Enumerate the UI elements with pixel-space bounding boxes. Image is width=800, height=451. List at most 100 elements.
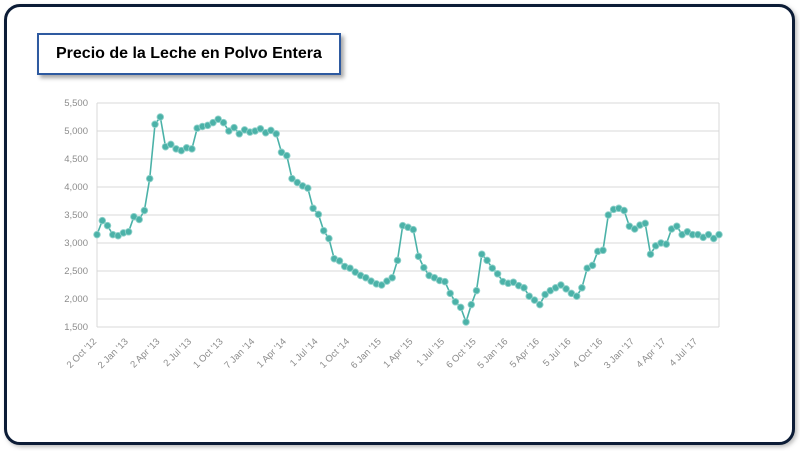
data-point-marker [93, 230, 101, 239]
data-point-marker [209, 118, 217, 127]
data-point-marker [509, 278, 518, 286]
data-point-marker [620, 206, 628, 215]
y-axis-label: 4,500 [64, 154, 88, 165]
x-axis-label: 5 Jul '16 [541, 336, 574, 369]
data-point-marker [214, 115, 222, 123]
data-point-marker [604, 211, 613, 219]
x-axis-label: 4 Oct '16 [571, 336, 605, 370]
data-point-marker [135, 215, 143, 224]
x-axis-label: 2 Jan '13 [96, 336, 131, 371]
data-point-marker [562, 285, 570, 293]
data-point-marker [235, 130, 244, 138]
data-point-marker [335, 257, 344, 265]
x-axis-label: 2 Oct '12 [65, 336, 99, 370]
data-point-marker [145, 174, 154, 183]
x-axis-label: 5 Jan '16 [475, 336, 510, 371]
x-axis-label: 1 Oct '13 [191, 336, 225, 370]
x-axis-label: 2 Jul '13 [161, 336, 194, 369]
data-point-marker [409, 225, 418, 234]
data-point-marker [662, 240, 671, 248]
x-axis-label: 1 Apr '15 [381, 336, 415, 370]
x-axis-label: 4 Apr '17 [634, 336, 668, 370]
data-point-marker [346, 264, 354, 272]
data-point-marker [319, 226, 328, 235]
data-point-marker [325, 234, 333, 243]
data-point-marker [420, 263, 428, 272]
data-point-marker [383, 277, 391, 285]
y-axis-label: 3,500 [64, 210, 88, 221]
data-point-marker [709, 234, 718, 243]
data-point-marker [140, 206, 149, 215]
data-point-marker [272, 130, 280, 138]
y-axis-label: 3,000 [64, 238, 88, 249]
data-point-marker [414, 252, 423, 261]
x-axis-label: 1 Apr '14 [255, 336, 289, 370]
data-point-marker [483, 256, 491, 265]
data-point-marker [541, 290, 549, 299]
x-axis-label: 1 Jul '15 [414, 336, 447, 369]
data-point-marker [446, 289, 454, 298]
data-point-marker [351, 268, 360, 276]
data-point-marker [673, 222, 681, 230]
y-axis-label: 4,000 [64, 182, 88, 193]
data-point-marker [288, 174, 296, 183]
x-axis-label: 2 Apr '13 [128, 336, 162, 370]
data-point-marker [219, 118, 228, 127]
data-point-marker [646, 250, 655, 258]
data-point-marker [230, 123, 238, 132]
x-axis-label: 3 Jan '17 [602, 336, 637, 371]
data-point-marker [478, 250, 486, 258]
x-axis-label: 5 Apr '16 [508, 336, 542, 370]
x-axis-label: 1 Oct '14 [318, 336, 352, 370]
data-point-marker [283, 151, 291, 160]
chart-title: Precio de la Leche en Polvo Entera [56, 45, 322, 62]
data-point-marker [588, 261, 597, 270]
data-point-marker [293, 178, 302, 187]
data-point-marker [520, 284, 528, 292]
data-point-marker [441, 277, 449, 286]
data-point-marker [362, 273, 370, 282]
data-point-marker [188, 145, 196, 153]
chart-area: 5,500 5,000 4,500 4,000 3,500 3,000 2,500 2,000… [41, 89, 753, 431]
y-axis-label: 5,000 [64, 126, 88, 137]
data-point-marker [377, 281, 386, 289]
y-axis-label: 2,500 [64, 266, 88, 277]
data-point-marker [462, 318, 470, 326]
data-point-marker [704, 230, 713, 239]
data-point-marker [525, 292, 533, 300]
data-point-marker [599, 246, 607, 255]
y-axis-label: 2,000 [64, 294, 88, 305]
data-point-marker [641, 219, 649, 228]
data-point-marker [256, 125, 265, 133]
y-axis-label: 5,500 [64, 98, 88, 109]
data-point-marker [156, 113, 165, 121]
chart-title-box: Precio de la Leche en Polvo Entera [37, 33, 341, 75]
data-point-marker [304, 184, 312, 192]
data-point-marker [267, 126, 275, 135]
data-point-marker [630, 225, 639, 233]
data-point-marker [98, 216, 107, 225]
milk-powder-price-line-chart: 5,500 5,000 4,500 4,000 3,500 3,000 2,500 2,000… [64, 98, 723, 371]
data-point-marker [451, 298, 460, 306]
x-axis-label: 1 Jul '14 [288, 336, 321, 369]
slide-frame: Precio de la Leche en Polvo Entera 5,500… [4, 4, 795, 445]
data-point-marker [488, 264, 497, 272]
x-axis-label: 4 Jul '17 [667, 336, 700, 369]
data-point-marker [151, 120, 159, 129]
data-point-marker [578, 284, 586, 292]
y-axis-label: 1,500 [64, 322, 88, 333]
data-point-marker [225, 127, 233, 135]
data-point-marker [715, 230, 723, 239]
data-point-marker [393, 256, 402, 265]
data-point-marker [557, 281, 565, 289]
x-axis-label: 6 Jan '15 [349, 336, 384, 371]
data-point-marker [472, 286, 481, 295]
data-point-marker [277, 148, 286, 157]
x-axis-label: 7 Jan '14 [222, 336, 257, 371]
data-point-marker [388, 273, 396, 282]
data-point-marker [103, 221, 112, 230]
data-point-marker [314, 210, 323, 219]
data-point-marker [467, 300, 476, 309]
data-point-marker [309, 204, 317, 213]
data-point-marker [536, 300, 544, 309]
